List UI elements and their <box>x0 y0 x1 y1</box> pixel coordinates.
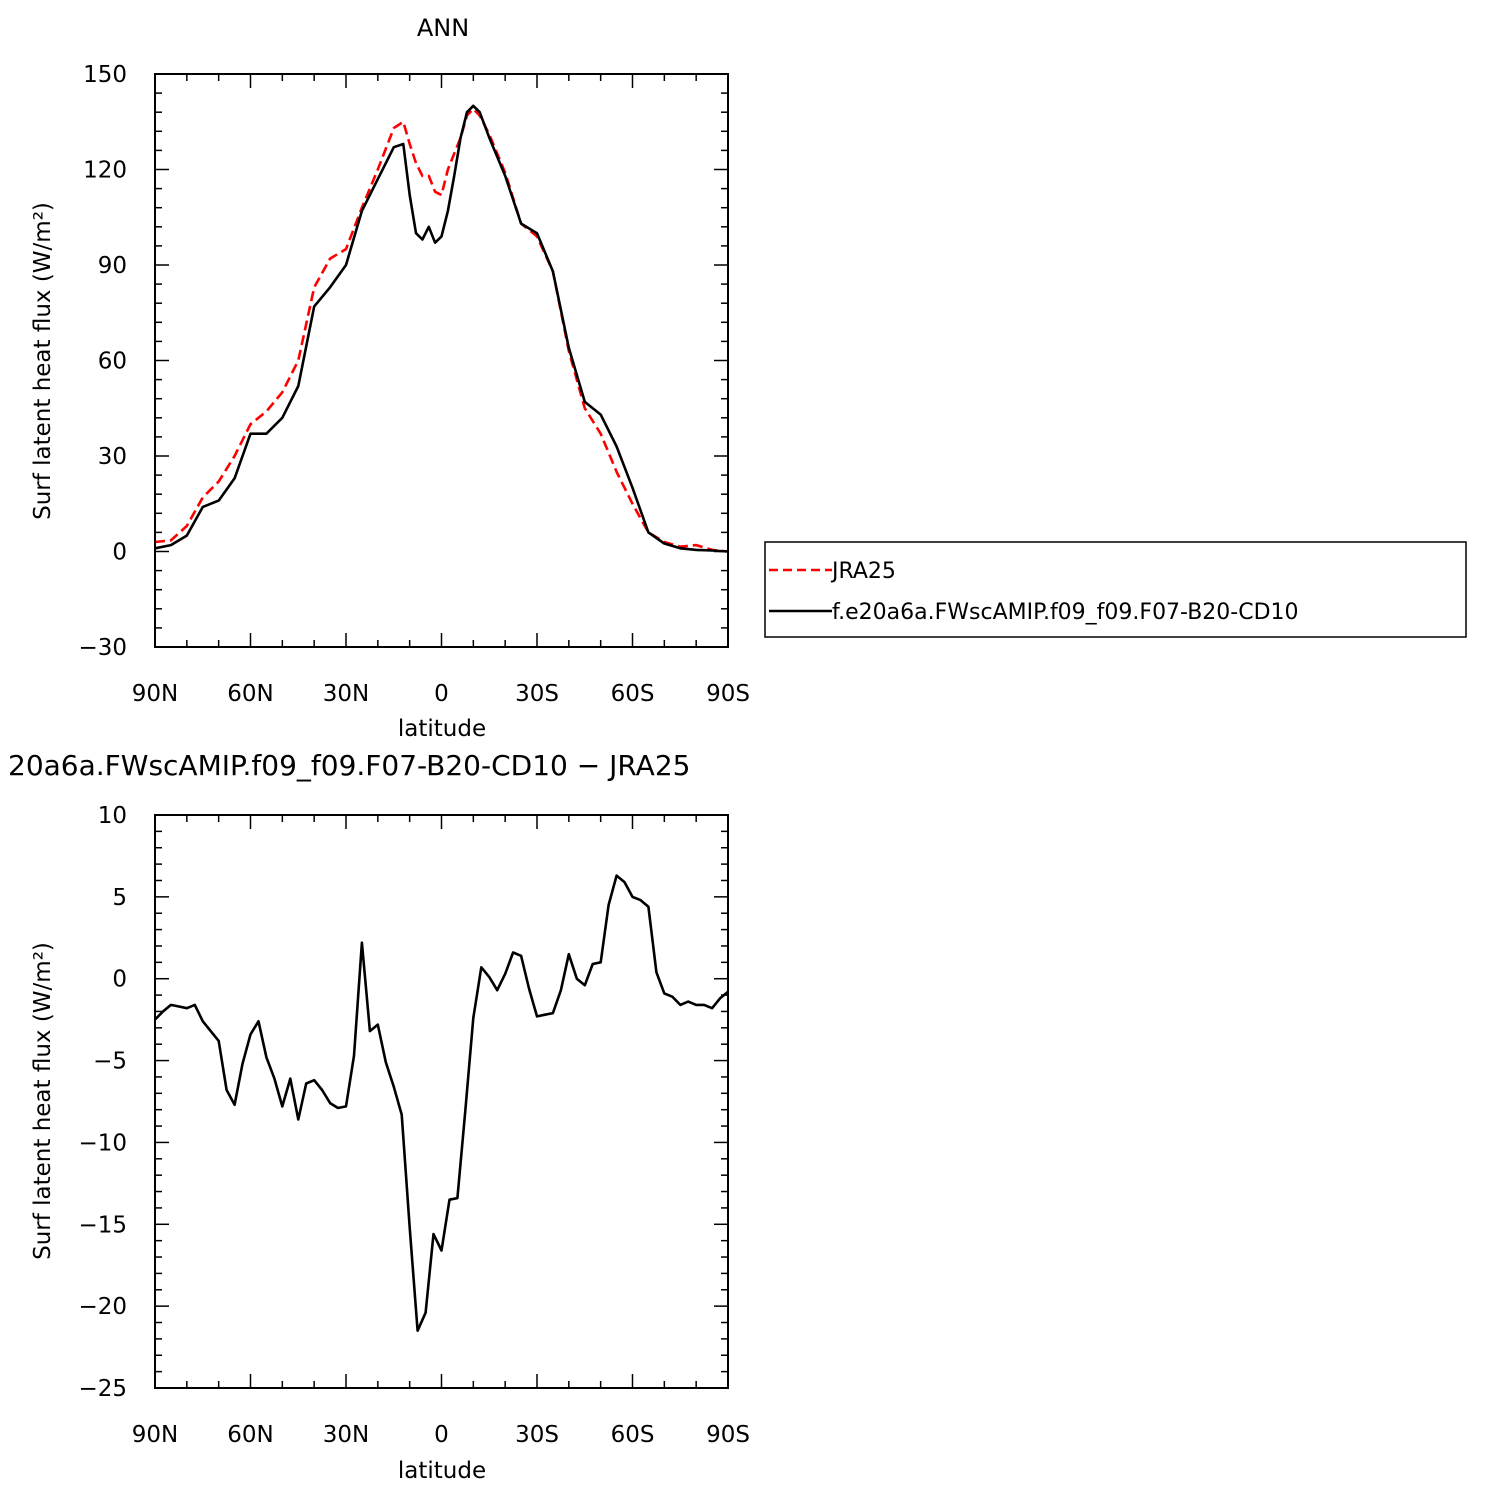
y-tick-label: 60 <box>98 349 127 375</box>
x-tick-label: 60S <box>611 681 655 707</box>
series-line-first <box>154 874 729 1332</box>
chart-title: ANN <box>417 14 469 42</box>
legend-label-model: f.e20a6a.FWscAMIP.f09_f09.F07-B20-CD10 <box>832 600 1299 625</box>
panel-annual-mean: ANN Surf latent heat flux (W/m²) latitud… <box>30 14 750 742</box>
y-axis-label: Surf latent heat flux (W/m²) <box>30 942 56 1260</box>
x-tick-label: 90S <box>706 681 750 707</box>
legend-label-jra25: JRA25 <box>830 559 896 584</box>
series-line-second <box>154 104 729 553</box>
legend: JRA25 f.e20a6a.FWscAMIP.f09_f09.F07-B20-… <box>764 541 1467 638</box>
y-tick-label: 10 <box>98 803 127 829</box>
y-tick-label: 0 <box>112 967 127 993</box>
y-tick-label: −5 <box>93 1049 127 1075</box>
y-tick-label: 120 <box>83 158 127 184</box>
legend-box <box>764 541 1467 638</box>
y-tick-label: 30 <box>98 444 127 470</box>
x-tick-label: 90N <box>132 1422 178 1448</box>
x-axis-label: latitude <box>398 1458 486 1484</box>
plot-frame <box>154 73 729 648</box>
y-tick-label: −15 <box>78 1212 127 1238</box>
chart-title: 20a6a.FWscAMIP.f09_f09.F07-B20-CD10 − JR… <box>8 749 690 782</box>
x-tick-label: 60S <box>611 1422 655 1448</box>
x-tick-label: 30S <box>515 1422 559 1448</box>
x-tick-label: 90S <box>706 1422 750 1448</box>
x-tick-label: 0 <box>434 1422 449 1448</box>
y-tick-label: 0 <box>112 540 127 566</box>
x-axis-label: latitude <box>398 716 486 742</box>
series-layer <box>154 874 729 1332</box>
panel-difference: 20a6a.FWscAMIP.f09_f09.F07-B20-CD10 − JR… <box>8 749 750 1484</box>
y-tick-label: −30 <box>78 635 127 661</box>
y-tick-label: −20 <box>78 1294 127 1320</box>
y-tick-label: 150 <box>83 62 127 88</box>
tick-layer: −25 −20 −15 −10 −5 0 5 10 90N 60N 30N 0 30S 60S 90S <box>78 803 749 1448</box>
x-tick-label: 0 <box>434 681 449 707</box>
y-tick-label: 5 <box>112 885 127 911</box>
y-tick-label: −10 <box>78 1130 127 1156</box>
x-tick-label: 60N <box>227 681 273 707</box>
series-layer <box>154 104 729 553</box>
y-tick-label: −25 <box>78 1376 127 1402</box>
x-tick-label: 30N <box>323 681 369 707</box>
x-tick-label: 60N <box>227 1422 273 1448</box>
series-line-first <box>154 107 729 553</box>
plot-frame <box>154 814 729 1389</box>
x-tick-label: 90N <box>132 681 178 707</box>
y-axis-label: Surf latent heat flux (W/m²) <box>30 202 56 520</box>
y-tick-label: 90 <box>98 253 127 279</box>
x-tick-label: 30S <box>515 681 559 707</box>
x-tick-label: 30N <box>323 1422 369 1448</box>
